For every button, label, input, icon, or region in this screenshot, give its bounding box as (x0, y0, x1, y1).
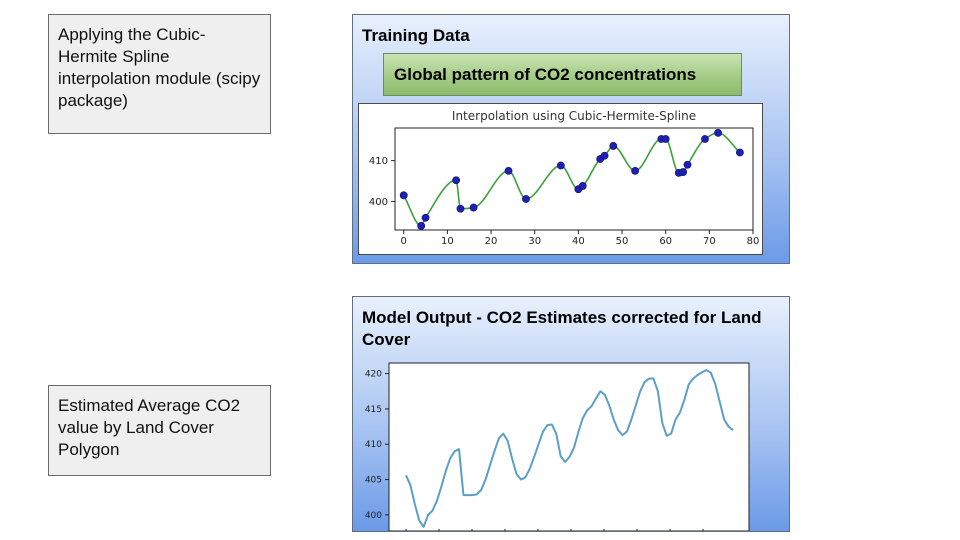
y-tick-label: 400 (365, 511, 382, 521)
interpolation-figure: Interpolation using Cubic-Hermite-Spline… (358, 103, 763, 255)
data-point (399, 191, 408, 200)
x-tick-label: 80 (747, 236, 760, 247)
data-point (736, 148, 744, 157)
data-point (631, 166, 640, 175)
y-tick-label: 415 (365, 405, 382, 415)
co2-estimate-line (405, 369, 734, 528)
model-output-panel: Model Output - CO2 Estimates corrected f… (352, 296, 790, 533)
data-point (421, 213, 430, 222)
data-point (600, 151, 609, 160)
x-tick-label: 20 (485, 236, 498, 247)
plot-area (388, 362, 750, 532)
x-tick-label: 10 (441, 236, 454, 247)
plot-area (394, 127, 754, 231)
data-point (609, 142, 618, 150)
model-output-figure: 400 405 410 415 420 (360, 361, 753, 533)
data-point (661, 135, 670, 143)
model-output-chart: 400 405 410 415 420 (365, 362, 750, 533)
y-tick-label: 400 (369, 197, 388, 208)
data-point (522, 195, 530, 203)
data-point (683, 160, 692, 169)
data-point (557, 161, 565, 170)
interpolation-chart: Interpolation using Cubic-Hermite-Spline… (369, 109, 760, 247)
data-point (679, 168, 688, 176)
estimate-note: Estimated Average CO2 value by Land Cove… (48, 385, 271, 476)
data-point (504, 166, 513, 175)
data-point (714, 128, 722, 137)
x-tick-label: 30 (528, 236, 541, 247)
y-tick-label: 405 (365, 476, 382, 486)
data-point (701, 135, 709, 143)
global-pattern-box: Global pattern of CO2 concentrations (383, 53, 742, 96)
model-output-title: Model Output - CO2 Estimates corrected f… (362, 308, 762, 349)
training-data-title: Training Data (362, 26, 470, 45)
chart-title: Interpolation using Cubic-Hermite-Spline (452, 109, 696, 123)
data-point (452, 176, 461, 185)
interpolation-note: Applying the Cubic-Hermite Spline interp… (48, 14, 271, 134)
training-data-panel: Training Data Global pattern of CO2 conc… (352, 14, 790, 264)
data-point (417, 222, 426, 230)
x-tick-label: 50 (616, 236, 629, 247)
data-point (469, 203, 478, 212)
y-tick-label: 420 (365, 370, 382, 380)
y-tick-label: 410 (369, 156, 388, 167)
x-tick-label: 0 (401, 236, 407, 247)
x-tick-label: 60 (659, 236, 672, 247)
y-tick-label: 410 (365, 440, 382, 450)
data-point (578, 182, 587, 190)
x-tick-label: 70 (703, 236, 716, 247)
x-tick-label: 40 (572, 236, 585, 247)
data-point (456, 204, 465, 213)
